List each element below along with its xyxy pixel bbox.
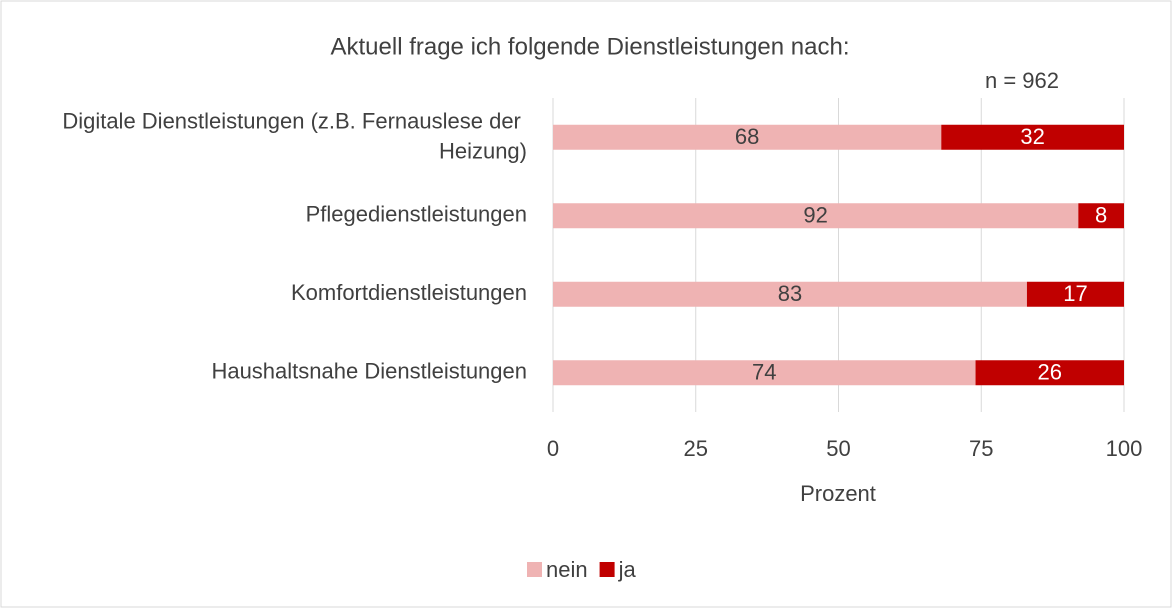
bar-segment	[553, 124, 942, 150]
data-label: 17	[1063, 281, 1087, 306]
chart-title: Aktuell frage ich folgende Dienstleistun…	[331, 33, 850, 60]
legend-swatch	[527, 562, 542, 577]
y-tick-label: Komfortdienstleistungen	[291, 280, 527, 305]
data-label: 83	[778, 281, 802, 306]
bar-segment	[1026, 281, 1124, 307]
data-label: 8	[1095, 203, 1107, 228]
bar-segment	[941, 124, 1124, 150]
x-tick-label: 75	[969, 436, 993, 461]
y-tick-label: Haushaltsnahe Dienstleistungen	[211, 359, 527, 384]
data-label: 26	[1038, 360, 1062, 385]
x-tick-label: 50	[826, 436, 850, 461]
x-tick-label: 25	[684, 436, 708, 461]
annotation: n = 962	[985, 68, 1059, 93]
y-tick-label: Pflegedienstleistungen	[306, 202, 527, 227]
x-axis-label: Prozent	[800, 481, 876, 506]
legend-label: ja	[618, 557, 637, 582]
bar-segment	[553, 203, 1079, 229]
data-label: 74	[752, 360, 776, 385]
bar-segment	[975, 360, 1124, 386]
bar-segment	[553, 281, 1027, 307]
data-label: 92	[803, 203, 827, 228]
bar-segment	[553, 360, 976, 386]
legend-label: nein	[546, 557, 588, 582]
x-tick-label: 100	[1106, 436, 1143, 461]
x-tick-label: 0	[547, 436, 559, 461]
data-label: 68	[735, 124, 759, 149]
data-label: 32	[1020, 124, 1044, 149]
legend-swatch	[599, 562, 615, 577]
bar-segment	[1078, 203, 1124, 229]
y-tick-label: Digitale Dienstleistungen (z.B. Fernausl…	[62, 108, 527, 163]
